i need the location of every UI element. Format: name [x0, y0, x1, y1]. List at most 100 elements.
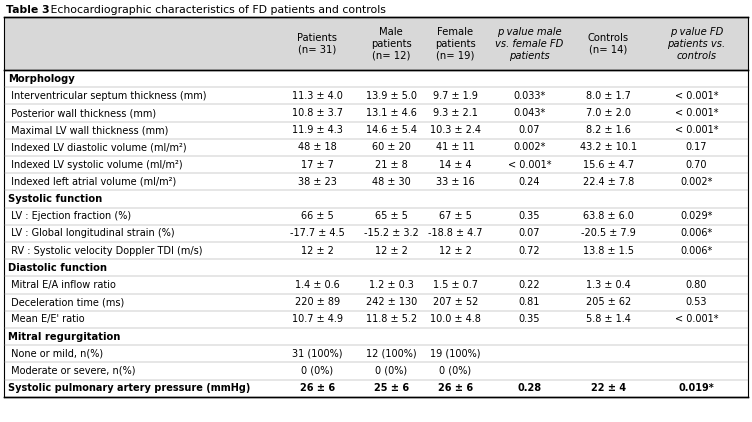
Bar — [4, 362, 748, 380]
Bar — [4, 173, 748, 190]
Text: 0.033*: 0.033* — [513, 91, 545, 101]
Text: 43.2 ± 10.1: 43.2 ± 10.1 — [580, 142, 637, 152]
Text: None or mild, n(%): None or mild, n(%) — [8, 349, 103, 359]
Bar — [4, 104, 748, 122]
Text: < 0.001*: < 0.001* — [508, 160, 551, 170]
Bar — [4, 190, 748, 208]
Text: Echocardiographic characteristics of FD patients and controls: Echocardiographic characteristics of FD … — [40, 5, 386, 15]
Text: 26 ± 6: 26 ± 6 — [299, 383, 335, 393]
Bar — [4, 225, 748, 242]
Text: 10.0 ± 4.8: 10.0 ± 4.8 — [430, 314, 481, 325]
Text: 0.24: 0.24 — [519, 177, 540, 187]
Text: < 0.001*: < 0.001* — [675, 108, 718, 118]
Text: 205 ± 62: 205 ± 62 — [586, 297, 631, 307]
Text: 0.043*: 0.043* — [513, 108, 545, 118]
Bar — [4, 242, 748, 259]
Text: 65 ± 5: 65 ± 5 — [374, 211, 408, 221]
Text: 31 (100%): 31 (100%) — [292, 349, 342, 359]
Text: 13.9 ± 5.0: 13.9 ± 5.0 — [365, 91, 417, 101]
Text: Male
patients
(n= 12): Male patients (n= 12) — [371, 27, 411, 61]
Bar — [4, 208, 748, 225]
Text: 14.6 ± 5.4: 14.6 ± 5.4 — [365, 125, 417, 135]
Text: 1.3 ± 0.4: 1.3 ± 0.4 — [586, 280, 631, 290]
Text: 0 (0%): 0 (0%) — [375, 366, 408, 376]
Text: 0.70: 0.70 — [686, 160, 707, 170]
Text: 1.4 ± 0.6: 1.4 ± 0.6 — [295, 280, 340, 290]
Text: -15.2 ± 3.2: -15.2 ± 3.2 — [364, 228, 419, 238]
Text: 26 ± 6: 26 ± 6 — [438, 383, 473, 393]
Text: Systolic function: Systolic function — [8, 194, 102, 204]
Bar — [4, 122, 748, 139]
Text: 13.1 ± 4.6: 13.1 ± 4.6 — [365, 108, 417, 118]
Text: 15.6 ± 4.7: 15.6 ± 4.7 — [583, 160, 634, 170]
Text: 19 (100%): 19 (100%) — [430, 349, 481, 359]
Text: Interventricular septum thickness (mm): Interventricular septum thickness (mm) — [8, 91, 207, 101]
Text: 8.0 ± 1.7: 8.0 ± 1.7 — [586, 91, 631, 101]
Text: 0.07: 0.07 — [519, 125, 540, 135]
Text: Controls
(n= 14): Controls (n= 14) — [588, 33, 629, 55]
Text: 0 (0%): 0 (0%) — [301, 366, 333, 376]
Text: 22.4 ± 7.8: 22.4 ± 7.8 — [583, 177, 634, 187]
Text: LV : Global longitudinal strain (%): LV : Global longitudinal strain (%) — [8, 228, 174, 238]
Bar — [4, 294, 748, 311]
Text: 0 (0%): 0 (0%) — [439, 366, 472, 376]
Text: 10.8 ± 3.7: 10.8 ± 3.7 — [292, 108, 343, 118]
Bar — [4, 328, 748, 345]
Text: Table 3: Table 3 — [6, 5, 50, 15]
Text: 12 ± 2: 12 ± 2 — [301, 246, 334, 256]
Bar — [4, 87, 748, 104]
Text: 0.019*: 0.019* — [678, 383, 714, 393]
Text: 0.53: 0.53 — [686, 297, 707, 307]
Text: 25 ± 6: 25 ± 6 — [374, 383, 409, 393]
Bar — [4, 70, 748, 87]
Text: 0.28: 0.28 — [517, 383, 541, 393]
Bar — [4, 311, 748, 328]
Text: 10.7 ± 4.9: 10.7 ± 4.9 — [292, 314, 343, 325]
Text: 48 ± 18: 48 ± 18 — [298, 142, 337, 152]
Text: LV : Ejection fraction (%): LV : Ejection fraction (%) — [8, 211, 131, 221]
Text: 12 ± 2: 12 ± 2 — [439, 246, 472, 256]
Text: 12 (100%): 12 (100%) — [366, 349, 417, 359]
Bar — [4, 259, 748, 276]
Text: Indexed left atrial volume (ml/m²): Indexed left atrial volume (ml/m²) — [8, 177, 176, 187]
Text: 207 ± 52: 207 ± 52 — [432, 297, 478, 307]
Text: p value FD
patients vs.
controls: p value FD patients vs. controls — [667, 27, 726, 61]
Text: 0.72: 0.72 — [518, 246, 540, 256]
Text: Deceleration time (ms): Deceleration time (ms) — [8, 297, 124, 307]
Text: 7.0 ± 2.0: 7.0 ± 2.0 — [586, 108, 631, 118]
Bar — [4, 345, 748, 362]
Text: 11.8 ± 5.2: 11.8 ± 5.2 — [365, 314, 417, 325]
Text: Morphology: Morphology — [8, 73, 74, 84]
Text: -17.7 ± 4.5: -17.7 ± 4.5 — [290, 228, 344, 238]
Text: 0.80: 0.80 — [686, 280, 707, 290]
Text: 9.3 ± 2.1: 9.3 ± 2.1 — [433, 108, 478, 118]
Text: 1.2 ± 0.3: 1.2 ± 0.3 — [368, 280, 414, 290]
Text: Mitral E/A inflow ratio: Mitral E/A inflow ratio — [8, 280, 116, 290]
Bar — [4, 380, 748, 397]
Text: 220 ± 89: 220 ± 89 — [295, 297, 340, 307]
Text: 38 ± 23: 38 ± 23 — [298, 177, 337, 187]
Text: -20.5 ± 7.9: -20.5 ± 7.9 — [581, 228, 636, 238]
Text: 63.8 ± 6.0: 63.8 ± 6.0 — [583, 211, 634, 221]
Text: 13.8 ± 1.5: 13.8 ± 1.5 — [583, 246, 634, 256]
Text: -18.8 ± 4.7: -18.8 ± 4.7 — [428, 228, 483, 238]
Bar — [4, 139, 748, 156]
Text: p value male
vs. female FD
patients: p value male vs. female FD patients — [495, 27, 563, 61]
Text: 242 ± 130: 242 ± 130 — [365, 297, 417, 307]
Text: < 0.001*: < 0.001* — [675, 125, 718, 135]
Text: Systolic pulmonary artery pressure (mmHg): Systolic pulmonary artery pressure (mmHg… — [8, 383, 250, 393]
Text: 22 ± 4: 22 ± 4 — [591, 383, 626, 393]
Text: Patients
(n= 31): Patients (n= 31) — [297, 33, 337, 55]
Text: RV : Systolic velocity Doppler TDI (m/s): RV : Systolic velocity Doppler TDI (m/s) — [8, 246, 202, 256]
Text: Indexed LV diastolic volume (ml/m²): Indexed LV diastolic volume (ml/m²) — [8, 142, 186, 152]
Bar — [4, 156, 748, 173]
Text: 0.22: 0.22 — [518, 280, 540, 290]
Text: 48 ± 30: 48 ± 30 — [372, 177, 411, 187]
Text: 41 ± 11: 41 ± 11 — [436, 142, 475, 152]
Text: 5.8 ± 1.4: 5.8 ± 1.4 — [586, 314, 631, 325]
Text: 11.3 ± 4.0: 11.3 ± 4.0 — [292, 91, 343, 101]
Text: 0.029*: 0.029* — [680, 211, 712, 221]
Text: 0.002*: 0.002* — [680, 177, 712, 187]
Text: < 0.001*: < 0.001* — [675, 91, 718, 101]
Text: Mean E/E' ratio: Mean E/E' ratio — [8, 314, 85, 325]
